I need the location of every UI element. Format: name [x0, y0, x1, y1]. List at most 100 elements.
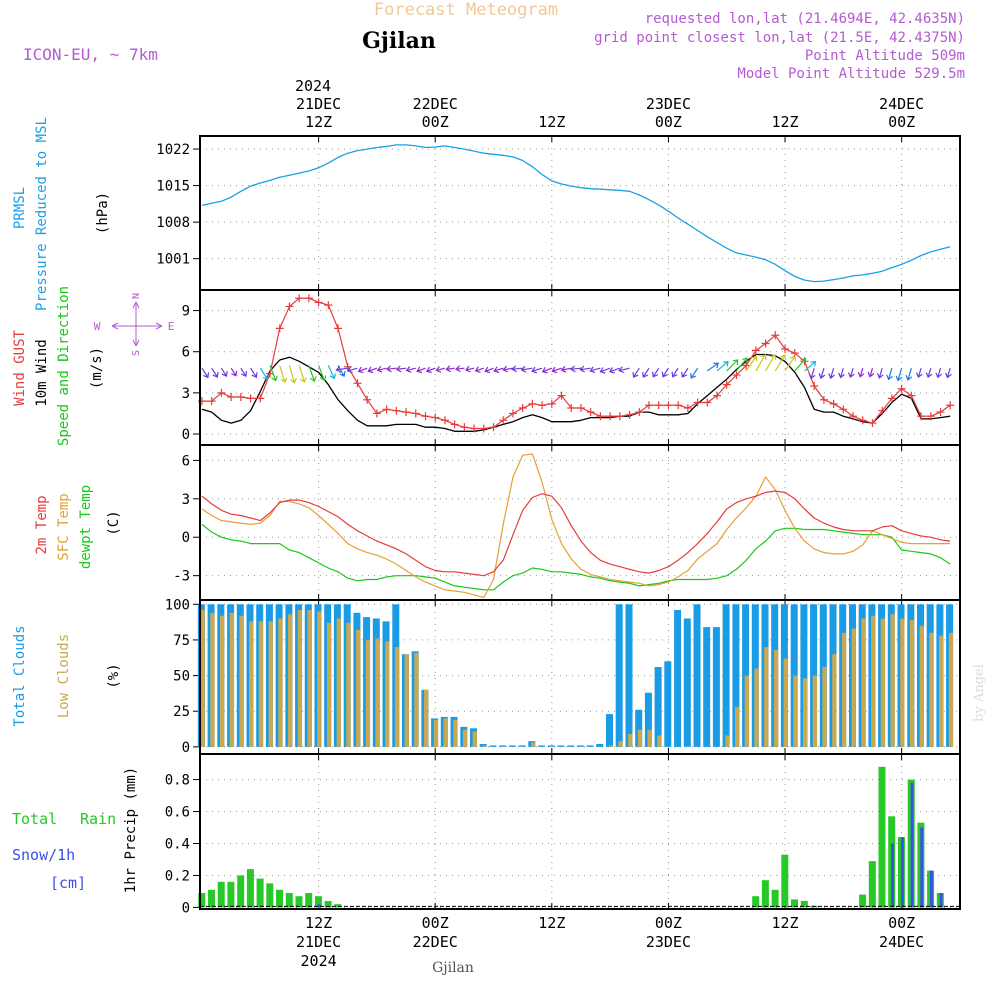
- ytick-label: 0: [182, 530, 190, 546]
- ytick-label: 0: [182, 900, 190, 916]
- pressure-unit: (hPa): [95, 192, 111, 234]
- precip-total-label: Total: [12, 810, 57, 828]
- total-cloud-bar: [596, 744, 604, 747]
- total-cloud-bar: [654, 667, 662, 747]
- pressure-panel: PRMSL Pressure Reduced to MSL (hPa) 1001…: [12, 117, 961, 311]
- top-date-label: 21DEC: [296, 95, 341, 113]
- gust-marker: [878, 406, 887, 415]
- snow-bar: [900, 837, 904, 908]
- wind-direction-arrow: [416, 366, 426, 374]
- ytick-label: 6: [182, 453, 190, 469]
- ytick-label: 0.4: [165, 836, 190, 852]
- ytick-label: 25: [173, 704, 190, 720]
- gust-marker: [285, 302, 294, 311]
- low-cloud-bar: [307, 610, 312, 747]
- low-cloud-bar: [472, 731, 477, 747]
- low-cloud-bar: [385, 641, 390, 747]
- gust-marker: [538, 401, 547, 410]
- gust-marker: [897, 384, 906, 393]
- low-cloud-bar: [278, 618, 283, 747]
- wind-direction-arrow: [652, 367, 660, 378]
- ytick-label: 0: [182, 740, 190, 756]
- gust-marker: [683, 403, 692, 412]
- wind-direction-arrow: [240, 367, 248, 377]
- wind-panel: Wind GUST 10m Wind Speed and Direction (…: [12, 286, 961, 446]
- total-cloud-bar: [606, 714, 613, 747]
- low-cloud-bar: [628, 734, 633, 747]
- low-cloud-bar: [453, 719, 458, 747]
- wind-direction-arrow: [288, 365, 297, 384]
- temp2m-label: 2m Temp: [34, 495, 50, 554]
- wind-direction-arrow: [445, 365, 455, 373]
- gust-marker: [372, 409, 381, 418]
- panel-frame: [199, 135, 961, 291]
- wind-direction-arrow: [211, 367, 219, 378]
- low-cloud-bar: [793, 675, 798, 747]
- total-cloud-bar: [635, 709, 643, 747]
- total-cloud-bar: [732, 604, 740, 747]
- bottom-hour-label: 12Z: [538, 914, 565, 932]
- gust-marker: [771, 331, 780, 340]
- gust-marker: [664, 401, 673, 410]
- total-cloud-bar: [625, 604, 633, 747]
- wind-direction-arrow: [327, 365, 337, 380]
- wind-direction-arrow: [735, 357, 748, 372]
- wind-direction-arrow: [220, 367, 228, 377]
- wind-direction-arrow: [818, 368, 826, 380]
- precip-cm-label: [cm]: [50, 874, 86, 892]
- total-cloud-bar: [518, 745, 526, 747]
- wind-direction-arrow: [886, 368, 893, 381]
- wind-direction-arrow: [935, 368, 943, 379]
- sfc-temp-label: SFC Temp: [56, 493, 72, 560]
- top-hour-label: 12Z: [538, 113, 565, 131]
- dewpt-label: dewpt Temp: [78, 485, 94, 569]
- wind-direction-arrow: [690, 367, 699, 379]
- gust-marker: [615, 412, 624, 421]
- wind-direction-arrow: [230, 367, 238, 377]
- gust-marker: [363, 395, 372, 404]
- bottom-hour-label: 12Z: [771, 914, 798, 932]
- gust-marker: [450, 420, 459, 429]
- wind-direction-arrow: [915, 368, 923, 379]
- gust-marker: [693, 398, 702, 407]
- low-cloud-bar: [841, 632, 847, 747]
- rain-bar: [878, 766, 886, 908]
- rain-bar: [256, 878, 264, 908]
- gust-marker: [674, 401, 683, 410]
- wind-direction-arrow: [335, 365, 348, 373]
- wind-direction-arrow: [847, 368, 855, 379]
- low-clouds-label: Low Clouds: [56, 634, 72, 718]
- low-cloud-bar: [822, 667, 827, 747]
- rain-bar: [295, 896, 303, 908]
- ytick-label: 75: [173, 633, 190, 649]
- wind-direction-arrow: [308, 365, 317, 383]
- rain-bar: [227, 881, 235, 908]
- total-cloud-bar: [674, 610, 682, 747]
- rain-bar: [324, 901, 332, 908]
- low-cloud-bar: [909, 620, 915, 747]
- low-cloud-bar: [443, 718, 448, 747]
- wind-direction-arrow: [828, 368, 835, 380]
- gust-marker: [479, 424, 488, 433]
- rain-bar: [314, 896, 322, 908]
- gust-marker: [470, 424, 479, 433]
- gust-marker: [518, 403, 527, 412]
- wind-direction-arrow: [454, 365, 465, 373]
- gust-marker: [421, 412, 430, 421]
- wind-direction-arrow: [838, 368, 845, 379]
- snow-bar: [317, 904, 321, 908]
- dewpoint-line: [201, 523, 951, 591]
- total-clouds-label: Total Clouds: [12, 625, 28, 726]
- rain-bar: [208, 889, 215, 908]
- gust-marker: [644, 401, 653, 410]
- low-cloud-bar: [424, 689, 429, 747]
- gust-marker: [819, 395, 828, 404]
- ytick-label: 0.8: [165, 773, 190, 789]
- gust-marker: [810, 382, 819, 391]
- gust-line: [202, 297, 951, 430]
- wind-direction-arrow: [857, 368, 865, 378]
- gust-marker: [586, 408, 595, 417]
- point-altitude: Point Altitude 509m: [805, 48, 965, 64]
